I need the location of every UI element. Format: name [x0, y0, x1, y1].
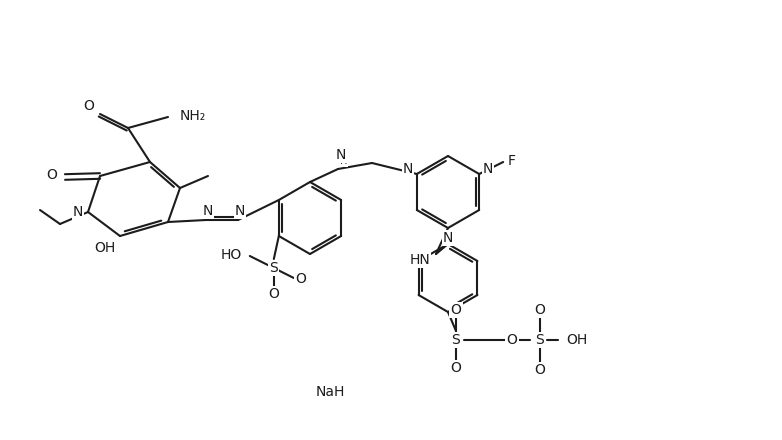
Text: O: O — [47, 168, 57, 182]
Text: O: O — [535, 363, 545, 377]
Text: O: O — [507, 333, 518, 347]
Text: N: N — [335, 148, 346, 162]
Text: N: N — [203, 204, 213, 218]
Text: N: N — [443, 231, 454, 245]
Text: OH: OH — [95, 241, 116, 255]
Text: NH₂: NH₂ — [180, 109, 206, 123]
Text: O: O — [450, 361, 461, 375]
Text: O: O — [268, 287, 279, 301]
Text: NaH: NaH — [315, 385, 345, 399]
Text: OH: OH — [566, 333, 587, 347]
Text: H: H — [340, 156, 348, 166]
Text: HN: HN — [409, 253, 430, 267]
Text: S: S — [452, 333, 461, 347]
Text: S: S — [536, 333, 544, 347]
Text: O: O — [84, 99, 95, 113]
Text: F: F — [508, 154, 515, 168]
Text: N: N — [482, 162, 493, 176]
Text: S: S — [270, 261, 278, 275]
Text: HO: HO — [221, 248, 242, 262]
Text: O: O — [296, 272, 307, 286]
Text: N: N — [235, 204, 246, 218]
Text: N: N — [73, 205, 83, 219]
Text: N: N — [403, 162, 414, 176]
Text: O: O — [535, 303, 545, 317]
Text: O: O — [450, 303, 461, 317]
